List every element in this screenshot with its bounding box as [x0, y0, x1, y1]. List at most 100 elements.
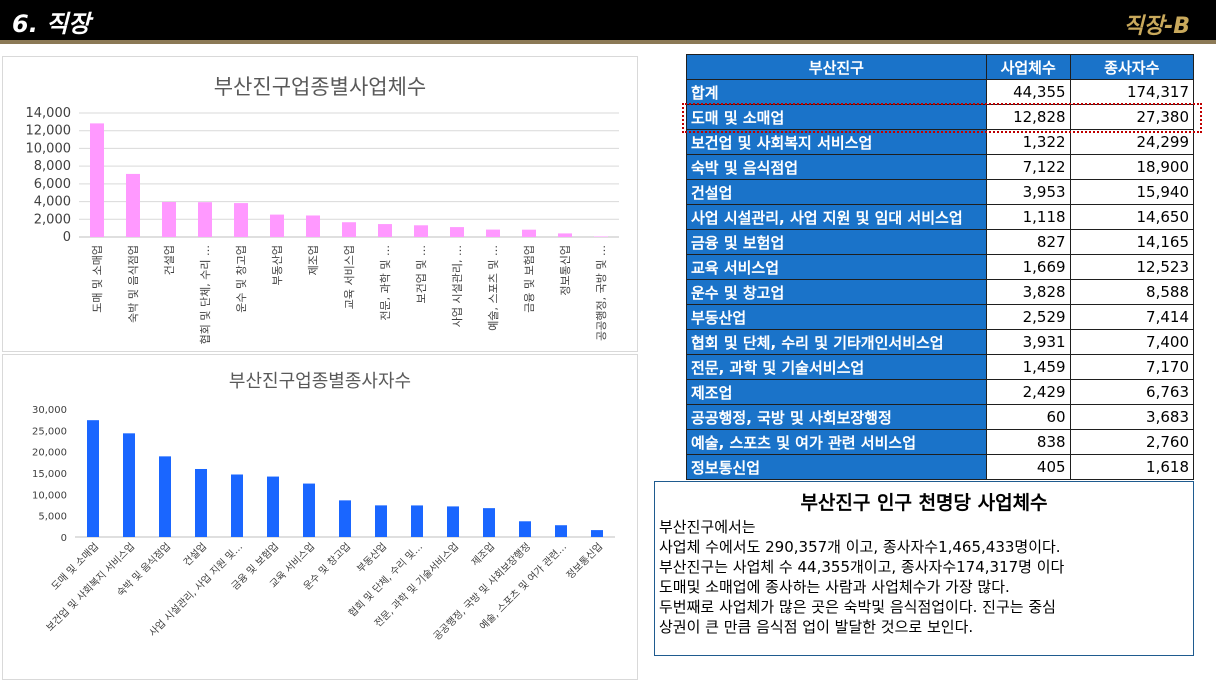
- x-tick-label: 예술, 스포츠 및 …: [487, 245, 500, 331]
- business-count: 838: [985, 429, 1071, 455]
- business-count: 827: [985, 229, 1071, 255]
- table-row: 사업 시설관리, 사업 지원 및 임대 서비스업 1,118 14,650: [686, 204, 1195, 230]
- bar[interactable]: [303, 483, 315, 537]
- bar[interactable]: [447, 506, 459, 537]
- bar[interactable]: [486, 229, 500, 237]
- industry-name: 사업 시설관리, 사업 지원 및 임대 서비스업: [686, 204, 987, 230]
- industry-name: 정보통신업: [686, 454, 987, 480]
- x-tick-label: 건설업: [163, 245, 176, 275]
- bar[interactable]: [234, 203, 248, 237]
- x-tick-label: 협회 및 단체, 수리 …: [199, 245, 212, 344]
- business-count: 2,429: [985, 379, 1071, 405]
- y-tick-label: 10,000: [26, 141, 72, 156]
- worker-count: 2,760: [1069, 429, 1195, 455]
- slide-header: 6. 직장 직장-B: [0, 0, 1216, 44]
- business-count: 1,118: [985, 204, 1071, 230]
- y-tick-label: 12,000: [26, 124, 72, 139]
- bar[interactable]: [519, 521, 531, 537]
- x-tick-label: 사업 시설관리, …: [451, 245, 464, 327]
- bar[interactable]: [378, 224, 392, 237]
- bar[interactable]: [126, 173, 140, 237]
- industry-name: 운수 및 창고업: [686, 279, 987, 305]
- x-tick-label: 정보통신업: [559, 245, 572, 296]
- table-row: 정보통신업 405 1,618: [686, 454, 1195, 480]
- worker-count: 7,400: [1069, 329, 1195, 355]
- industry-name: 부동산업: [686, 304, 987, 330]
- bar[interactable]: [375, 505, 387, 537]
- table-row: 제조업 2,429 6,763: [686, 379, 1195, 405]
- bar[interactable]: [123, 433, 135, 537]
- summary-line: 부산진구는 사업체 수 44,355개이고, 종사자수174,317명 이다: [659, 558, 1065, 576]
- worker-count: 8,588: [1069, 279, 1195, 305]
- business-count: 2,529: [985, 304, 1071, 330]
- bar[interactable]: [591, 530, 603, 537]
- business-count: 3,931: [985, 329, 1071, 355]
- bar[interactable]: [270, 214, 284, 237]
- y-tick-label: 0: [63, 230, 71, 245]
- business-count: 60: [985, 404, 1071, 430]
- table-header-row: 부산진구 사업체수 종사자수: [686, 54, 1195, 80]
- y-tick-label: 15,000: [32, 469, 67, 480]
- chart-panel-workers[interactable]: 부산진구업종별종사자수 0 5,000 10,000 15,000 20,000 25,0…: [2, 354, 638, 680]
- bar[interactable]: [483, 508, 495, 537]
- table-row: 협회 및 단체, 수리 및 기타개인서비스업 3,931 7,400: [686, 329, 1195, 355]
- bar[interactable]: [555, 525, 567, 537]
- bar[interactable]: [339, 500, 351, 537]
- industry-name: 숙박 및 음식점업: [686, 154, 987, 180]
- y-tick-label: 10,000: [32, 490, 67, 501]
- table-row: 공공행정, 국방 및 사회보장행정 60 3,683: [686, 404, 1195, 430]
- worker-count: 14,650: [1069, 204, 1195, 230]
- y-tick-label: 4,000: [34, 195, 71, 210]
- worker-count: 27,380: [1069, 104, 1195, 130]
- worker-count: 15,940: [1069, 179, 1195, 205]
- table-row: 운수 및 창고업 3,828 8,588: [686, 279, 1195, 305]
- worker-count: 7,414: [1069, 304, 1195, 330]
- bar[interactable]: [414, 225, 428, 237]
- bar[interactable]: [87, 420, 99, 537]
- industry-name: 예술, 스포츠 및 여가 관련 서비스업: [686, 429, 987, 455]
- x-tick-label: 도매 및 소매업: [91, 245, 104, 313]
- bar[interactable]: [342, 222, 356, 237]
- table-row: 건설업 3,953 15,940: [686, 179, 1195, 205]
- bar[interactable]: [195, 468, 207, 537]
- worker-count: 174,317: [1069, 79, 1195, 105]
- x-tick-label: 건설업: [180, 540, 209, 569]
- x-tick-label: 전문, 과학 및 …: [379, 245, 392, 321]
- bar[interactable]: [231, 474, 243, 537]
- industry-name: 금융 및 보험업: [686, 229, 987, 255]
- table-row: 부동산업 2,529 7,414: [686, 304, 1195, 330]
- business-count: 1,459: [985, 354, 1071, 380]
- x-tick-label: 운수 및 창고업: [235, 245, 248, 313]
- business-count: 1,322: [985, 129, 1071, 155]
- y-tick-label: 14,000: [26, 106, 72, 121]
- section-title: 6. 직장: [12, 10, 91, 38]
- bar[interactable]: [162, 201, 176, 237]
- bar[interactable]: [411, 505, 423, 537]
- worker-count: 7,170: [1069, 354, 1195, 380]
- summary-textbox[interactable]: 부산진구 인구 천명당 사업체수 부산진구에서는 사업체 수에서도 290,35…: [654, 481, 1194, 656]
- bar[interactable]: [159, 456, 171, 537]
- bar[interactable]: [450, 227, 464, 237]
- summary-line: 부산진구에서는: [659, 518, 756, 536]
- x-tick-label: 제조업: [468, 540, 497, 569]
- worker-count: 18,900: [1069, 154, 1195, 180]
- bar[interactable]: [90, 123, 104, 237]
- worker-count: 14,165: [1069, 229, 1195, 255]
- bar[interactable]: [522, 229, 536, 237]
- chart-panel-businesses[interactable]: 부산진구업종별사업체수 0 2,000 4,000 6,000 8,000 10,000 1…: [2, 56, 638, 352]
- bar[interactable]: [198, 202, 212, 237]
- summary-line: 상권이 큰 만큼 음식점 업이 발달한 것으로 보인다.: [659, 618, 974, 636]
- business-count: 3,828: [985, 279, 1071, 305]
- x-tick-label: 정보통신업: [563, 540, 605, 582]
- y-tick-label: 8,000: [34, 159, 71, 174]
- table-row: 전문, 과학 및 기술서비스업 1,459 7,170: [686, 354, 1195, 380]
- summary-line: 사업체 수에서도 290,357개 이고, 종사자수1,465,433명이다.: [659, 538, 1061, 556]
- y-tick-label: 30,000: [32, 405, 67, 416]
- x-tick-label: 보건업 및 …: [415, 245, 428, 303]
- bar[interactable]: [558, 233, 572, 237]
- business-count: 44,355: [985, 79, 1071, 105]
- bar[interactable]: [594, 236, 608, 237]
- industry-name: 교육 서비스업: [686, 254, 987, 280]
- bar[interactable]: [306, 215, 320, 237]
- bar[interactable]: [267, 476, 279, 537]
